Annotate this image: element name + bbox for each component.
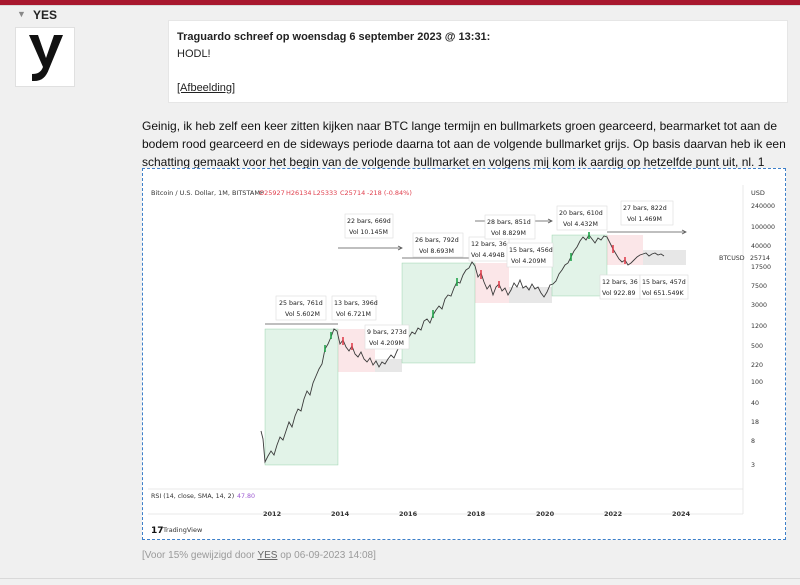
annotation-label: 15 bars, 456d [509, 247, 553, 254]
chart-low: L25333 [313, 189, 337, 197]
y-tick: 17500 [751, 264, 771, 271]
bull-zone-3 [551, 234, 608, 297]
x-tick: 2020 [536, 510, 555, 518]
candle-ticks [324, 232, 626, 352]
y-tick: 100000 [751, 224, 775, 231]
y-tick: 500 [751, 343, 763, 350]
annotation-vol: Vol 4.432M [563, 221, 598, 228]
annotation-label: 15 bars, 457d [642, 279, 686, 286]
annotation-label: 26 bars, 792d [415, 237, 459, 244]
edit-note-suffix: op 06-09-2023 14:08] [277, 550, 376, 561]
y-tick: 40 [751, 400, 759, 407]
x-tick: 2014 [331, 510, 350, 518]
avatar[interactable] [15, 27, 75, 87]
quote-block: Traguardo schreef op woensdag 6 septembe… [168, 20, 788, 103]
annotation-label: 27 bars, 822d [623, 205, 667, 212]
y-tick: 3000 [751, 302, 767, 309]
edit-note-user-link[interactable]: YES [257, 550, 278, 561]
sideways-zone-1 [375, 359, 402, 372]
bull-zone-2 [401, 262, 476, 364]
annotation-vol: Vol 8.693M [419, 248, 454, 255]
annotation-label: 13 bars, 396d [334, 300, 378, 307]
divider [0, 578, 800, 579]
annotation-vol: Vol 6.721M [336, 311, 371, 318]
post-body-text: Geinig, ik heb zelf een keer zitten kijk… [142, 119, 786, 187]
chart-close: C25714 [340, 189, 365, 197]
y-tick: 18 [751, 419, 759, 426]
chart-change: -218 (-0.84%) [367, 189, 412, 197]
bull-zone-1 [264, 328, 339, 466]
price-tag-value: 25714 [750, 255, 770, 262]
sideways-zone-2 [509, 287, 552, 303]
annotation-label: 9 bars, 273d [367, 329, 407, 336]
quote-header: Traguardo schreef op woensdag 6 septembe… [177, 31, 491, 43]
y-tick: 3 [751, 462, 755, 469]
y-tick: 1200 [751, 323, 767, 330]
annotation-vol: Vol 10.145M [349, 229, 388, 236]
chart-image[interactable]: Bitcoin / U.S. Dollar, 1M, BITSTAMP O259… [142, 168, 786, 540]
chart-symbol: Bitcoin / U.S. Dollar, 1M, BITSTAMP [151, 189, 264, 197]
divider [0, 5, 800, 6]
chart-open: O25927 [259, 189, 285, 197]
x-tick: 2024 [672, 510, 691, 518]
x-tick: 2012 [263, 510, 281, 518]
x-tick: 2016 [399, 510, 418, 518]
rsi-label: RSI (14, close, SMA, 14, 2) [151, 493, 234, 500]
chart-high: H26134 [286, 189, 312, 197]
annotation-label: 28 bars, 851d [487, 219, 531, 226]
edit-note: [Voor 15% gewijzigd door YES op 06-09-20… [142, 550, 376, 561]
y-tick: 100 [751, 379, 763, 386]
annotation-vol: Vol 1.469M [627, 216, 662, 223]
annotation-vol: Vol 922.89 [602, 290, 635, 297]
y-tick: 220 [751, 362, 763, 369]
edit-note-prefix: [Voor 15% gewijzigd door [142, 550, 258, 561]
annotation-vol: Vol 4.209M [511, 258, 546, 265]
price-tag-label: BTCUSD [719, 255, 745, 262]
currency-label: USD [751, 189, 765, 197]
y-tick: 8 [751, 438, 755, 445]
avatar-y-logo [29, 35, 63, 81]
y-tick: 40000 [751, 243, 771, 250]
annotation-label: 22 bars, 669d [347, 218, 391, 225]
quote-text: HODL! [177, 48, 211, 60]
rsi-value: 47.80 [237, 493, 255, 500]
annotation-label: 20 bars, 610d [559, 210, 603, 217]
annotation-label: 12 bars, 36 [471, 241, 507, 248]
quote-image-link[interactable]: [Afbeelding] [177, 82, 236, 94]
price-series-line [260, 234, 665, 464]
x-tick: 2018 [467, 510, 486, 518]
y-tick: 240000 [751, 203, 775, 210]
annotation-label: 25 bars, 761d [279, 300, 323, 307]
annotation-vol: Vol 651.549K [642, 290, 684, 297]
tradingview-logo-icon: 𝟭𝟳 [151, 526, 164, 536]
x-tick: 2022 [604, 510, 622, 518]
annotation-vol: Vol 4.494B [471, 252, 505, 259]
annotation-vol: Vol 5.602M [285, 311, 320, 318]
collapse-arrow-icon[interactable]: ▼ [17, 9, 26, 19]
annotation-vol: Vol 4.209M [369, 340, 404, 347]
y-tick: 7500 [751, 283, 767, 290]
tradingview-chart: Bitcoin / U.S. Dollar, 1M, BITSTAMP O259… [148, 185, 775, 536]
tradingview-brand: TradingView [162, 526, 203, 534]
site-top-bar [0, 0, 800, 5]
sideways-zone-3 [643, 250, 686, 265]
annotation-vol: Vol 8.829M [491, 230, 526, 237]
post-author-name[interactable]: YES [33, 8, 58, 22]
annotation-label: 12 bars, 36 [602, 279, 638, 286]
bear-zone-2 [475, 263, 509, 303]
